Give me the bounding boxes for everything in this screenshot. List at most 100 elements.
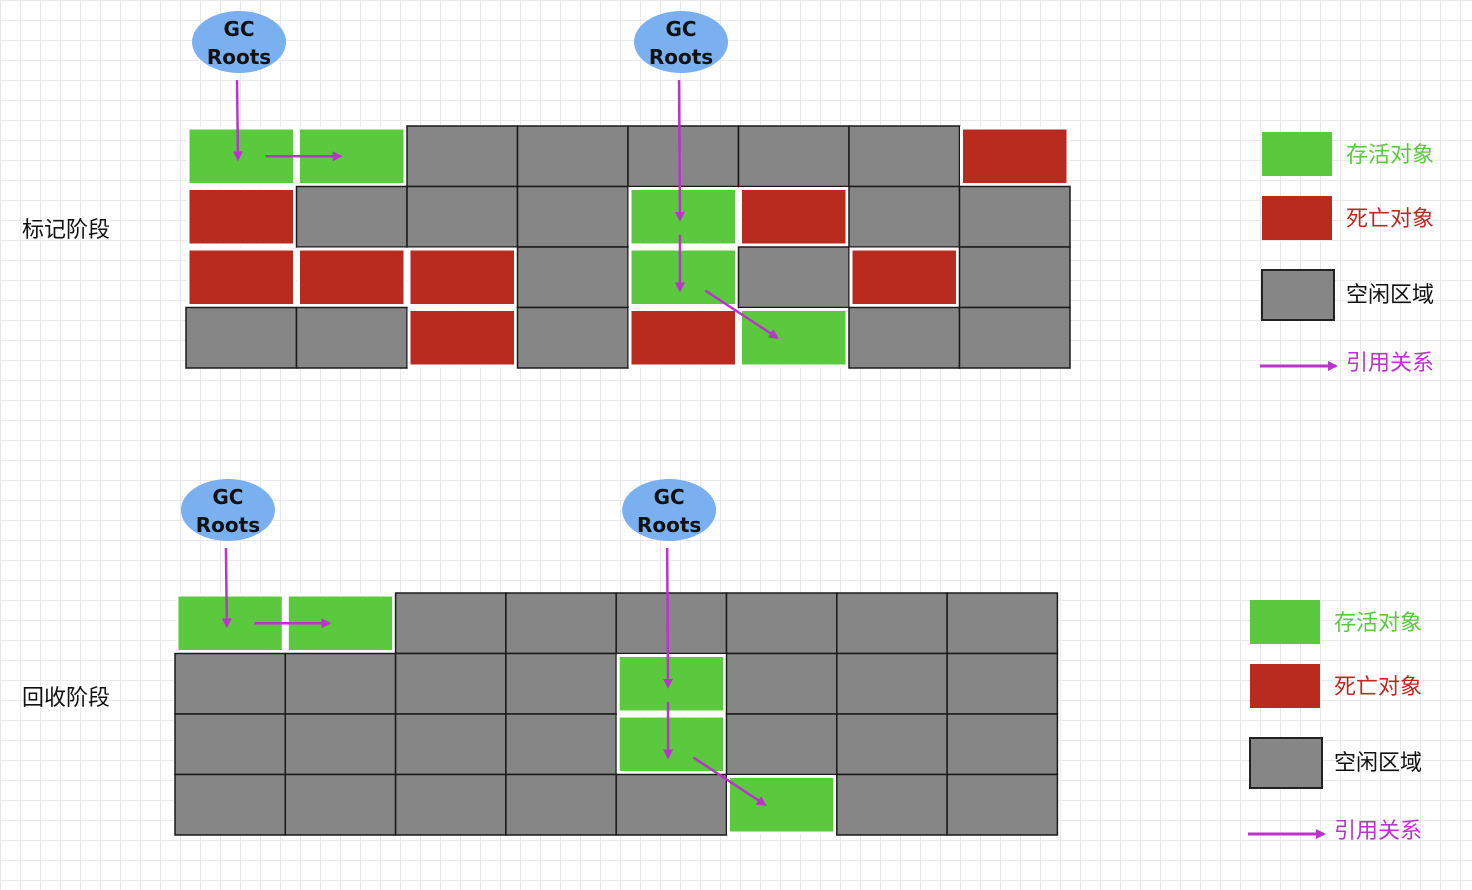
heap-cell-alive <box>616 714 727 774</box>
reference-arrow <box>704 289 779 339</box>
heap-cell-free <box>284 773 397 836</box>
heap-cell-dead <box>739 187 849 247</box>
gc-roots-label-line1: GC <box>654 485 685 509</box>
gc-roots-label-line2: Roots <box>637 513 701 537</box>
gc-roots-label-line2: Roots <box>207 45 271 69</box>
legend-alive-swatch <box>1262 132 1332 176</box>
legend-dead-swatch <box>1250 664 1320 708</box>
heap-cell-free <box>406 185 519 248</box>
gc-roots-node <box>622 479 717 541</box>
stage-label: 回收阶段 <box>22 686 110 711</box>
heap-cell-free <box>174 713 287 776</box>
legend-reference-label: 引用关系 <box>1334 819 1422 844</box>
heap-cell-free <box>848 185 961 248</box>
reference-arrows <box>232 79 779 339</box>
heap-cell-free <box>725 713 838 776</box>
gc-roots-label-line1: GC <box>223 17 254 41</box>
heap-cell-free <box>946 773 1059 836</box>
heap-cell-free <box>836 713 948 776</box>
heap-cell-free <box>836 652 948 715</box>
heap-cell-alive <box>628 187 738 247</box>
legend: 存活对象 死亡对象 空闲区域 引用关系 <box>1260 132 1434 376</box>
heap-cell-dead <box>186 187 296 247</box>
heap-cell-free <box>946 713 1059 776</box>
legend-dead-label: 死亡对象 <box>1334 675 1422 700</box>
heap-grid <box>185 125 1071 369</box>
root-reference-arrow <box>674 79 685 222</box>
legend-free-label: 空闲区域 <box>1346 283 1434 308</box>
heap-cell-free <box>627 125 740 188</box>
heap-cell-dead <box>628 308 738 368</box>
legend-reference-label: 引用关系 <box>1346 351 1434 376</box>
heap-cell-free <box>516 125 629 188</box>
root-reference-arrow <box>221 547 232 629</box>
sweep-phase-section: 回收阶段 GC Roots GC Roots 存活对象 死亡对象 空闲区域 引用关系 <box>22 479 1422 844</box>
heap-cell-free <box>505 652 617 715</box>
legend-alive-label: 存活对象 <box>1334 611 1422 636</box>
heap-cell-free <box>406 125 519 188</box>
heap-cell-dead <box>849 247 959 307</box>
heap-cell-free <box>958 306 1071 369</box>
heap-cell-dead <box>960 126 1070 186</box>
gc-roots-label-line1: GC <box>212 485 243 509</box>
reference-arrow <box>692 756 767 806</box>
heap-cell-alive <box>727 775 837 835</box>
heap-cell-dead <box>407 308 517 368</box>
legend-alive-label: 存活对象 <box>1346 143 1434 168</box>
heap-cell-alive <box>739 308 849 368</box>
heap-cell-free <box>295 306 408 369</box>
heap-cell-free <box>505 773 617 836</box>
heap-cell-free <box>737 125 850 188</box>
gc-roots-node <box>634 11 729 73</box>
gc-roots-label-line1: GC <box>665 17 696 41</box>
heap-cell-free <box>505 592 617 655</box>
heap-cell-free <box>737 246 850 309</box>
legend-alive-swatch <box>1250 600 1320 644</box>
heap-cell-free <box>174 773 287 836</box>
heap-cell-alive <box>616 654 727 714</box>
legend-dead-swatch <box>1262 196 1332 240</box>
heap-cell-free <box>295 185 408 248</box>
heap-cell-free <box>516 246 629 309</box>
heap-cell-free <box>394 592 507 655</box>
reference-arrows <box>221 547 767 806</box>
heap-cell-free <box>946 652 1059 715</box>
gc-roots-label-line2: Roots <box>196 513 260 537</box>
heap-cell-dead <box>407 247 517 307</box>
legend-free-swatch <box>1261 269 1335 321</box>
legend-free-label: 空闲区域 <box>1334 751 1422 776</box>
heap-cell-alive <box>628 247 738 307</box>
heap-cell-dead <box>186 247 296 307</box>
heap-cell-free <box>836 773 948 836</box>
gc-roots-node <box>192 11 287 73</box>
heap-cell-free <box>394 652 507 715</box>
heap-cell-free <box>848 125 961 188</box>
heap-cell-free <box>615 592 728 655</box>
heap-grid <box>174 592 1059 836</box>
root-reference-arrow <box>232 79 243 162</box>
heap-cell-free <box>615 773 728 836</box>
heap-cell-free <box>958 185 1071 248</box>
gc-roots-group: GC Roots GC Roots <box>180 479 717 541</box>
gc-roots-node <box>180 479 275 541</box>
heap-cell-free <box>505 713 617 776</box>
stage-label: 标记阶段 <box>22 218 110 243</box>
heap-cell-free <box>516 306 629 369</box>
heap-cell-free <box>946 592 1059 655</box>
heap-cell-free <box>725 652 838 715</box>
heap-cell-free <box>848 306 961 369</box>
legend-free-swatch <box>1249 737 1323 789</box>
heap-cell-free <box>394 773 507 836</box>
gc-roots-group: GC Roots GC Roots <box>192 11 729 73</box>
legend-dead-label: 死亡对象 <box>1346 207 1434 232</box>
root-reference-arrow <box>662 547 673 689</box>
heap-cell-free <box>516 185 629 248</box>
heap-cell-free <box>185 306 298 369</box>
heap-cell-free <box>284 713 397 776</box>
heap-cell-free <box>284 652 397 715</box>
heap-cell-free <box>836 592 948 655</box>
legend: 存活对象 死亡对象 空闲区域 引用关系 <box>1248 600 1422 844</box>
heap-cell-free <box>725 592 838 655</box>
heap-cell-free <box>174 652 287 715</box>
